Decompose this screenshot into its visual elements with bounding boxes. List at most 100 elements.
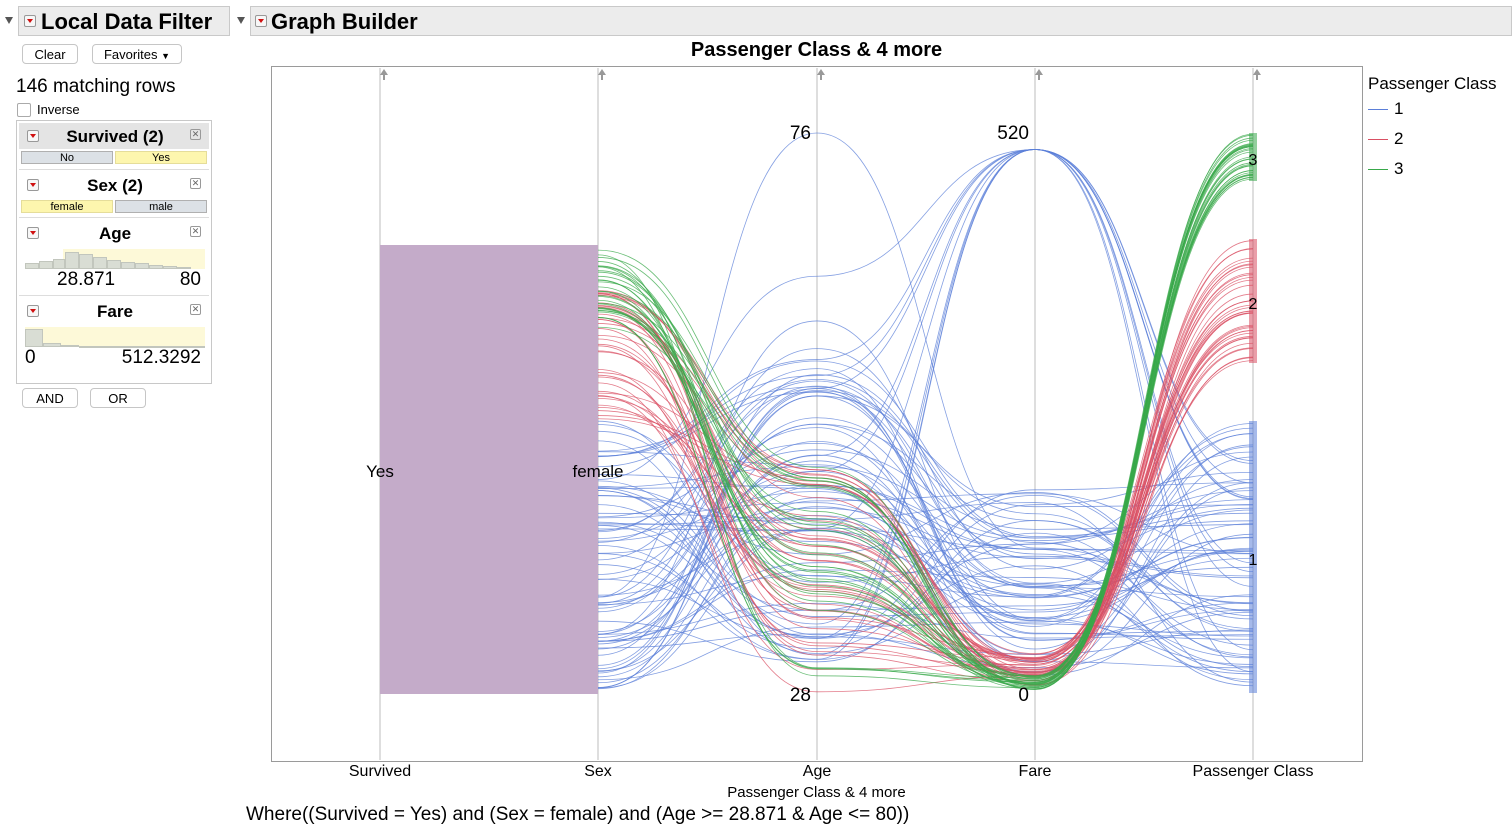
age-hist-bar: [177, 267, 191, 269]
passenger-line-class-1: [597, 497, 1254, 690]
fare-hist-bar: [25, 329, 43, 347]
and-button[interactable]: AND: [22, 388, 78, 408]
fare-max-value: 512.3292: [121, 347, 201, 368]
survived-level-yes[interactable]: Yes: [115, 151, 207, 164]
sex-category-label: female: [572, 462, 623, 481]
passenger-line-class-1: [597, 547, 1254, 681]
passenger-line-class-1: [597, 423, 1254, 629]
age-hist-bar: [121, 262, 135, 269]
passenger-line-class-2: [597, 292, 1254, 655]
passenger-line-class-1: [597, 420, 1254, 687]
passenger-line-class-2: [597, 319, 1254, 668]
passenger-line-class-1: [597, 395, 1254, 688]
filter-menu-icon[interactable]: [24, 15, 36, 27]
passenger-line-class-1: [597, 149, 1254, 674]
sex-level-male[interactable]: male: [115, 200, 207, 213]
age-hist-bar: [163, 266, 177, 269]
survived-title: Survived (2): [66, 127, 164, 146]
passenger-line-class-3: [597, 162, 1254, 676]
legend-item-class-2[interactable]: 2: [1368, 124, 1508, 154]
passenger-line-class-1: [597, 506, 1254, 684]
passenger-line-class-3: [597, 174, 1254, 687]
passenger-line-class-2: [597, 310, 1254, 663]
axis-arrow-icon[interactable]: [380, 69, 388, 80]
passenger-line-class-3: [597, 165, 1254, 690]
chart-title: Passenger Class & 4 more: [690, 39, 943, 61]
age-close-icon[interactable]: ✕: [190, 226, 201, 237]
passenger-line-class-3: [597, 172, 1254, 684]
passenger-line-class-2: [597, 357, 1254, 677]
filter-disclosure-icon[interactable]: [5, 17, 13, 24]
passenger-line-class-1: [597, 474, 1254, 676]
passenger-line-class-2: [597, 284, 1254, 683]
age-histogram[interactable]: [25, 249, 205, 269]
fare-tick-label-min: 0: [1018, 685, 1029, 706]
passenger-line-class-2: [597, 304, 1254, 661]
passenger-line-class-3: [597, 145, 1254, 688]
fare-histogram[interactable]: [25, 327, 205, 348]
survived-level-no[interactable]: No: [21, 151, 113, 164]
class-3-category-label: 3: [1249, 152, 1258, 169]
passenger-line-class-1: [597, 482, 1254, 638]
legend-item-class-3[interactable]: 3: [1368, 154, 1508, 184]
legend: Passenger Class 1 2 3: [1368, 74, 1508, 184]
clear-button[interactable]: Clear: [22, 44, 78, 64]
passenger-line-class-1: [597, 390, 1254, 666]
age-hist-bar: [53, 259, 65, 269]
inverse-checkbox[interactable]: [17, 103, 31, 117]
passenger-line-class-1: [597, 430, 1254, 583]
age-hist-bar: [93, 257, 107, 269]
or-button[interactable]: OR: [90, 388, 146, 408]
passenger-line-class-3: [597, 177, 1254, 682]
axis-arrow-icon[interactable]: [1253, 69, 1261, 80]
axis-arrow-icon[interactable]: [1035, 69, 1043, 80]
passenger-line-class-1: [597, 569, 1254, 642]
passenger-line-class-1: [597, 149, 1254, 639]
passenger-line-class-1: [597, 385, 1254, 641]
legend-item-class-1[interactable]: 1: [1368, 94, 1508, 124]
passenger-line-class-1: [597, 132, 1254, 605]
passenger-line-class-3: [597, 178, 1254, 688]
x-axis-label-fare[interactable]: Fare: [1018, 763, 1052, 780]
axis-arrow-icon[interactable]: [598, 69, 606, 80]
fare-menu-icon[interactable]: [27, 305, 39, 317]
passenger-line-class-1: [597, 149, 1254, 587]
sex-menu-icon[interactable]: [27, 179, 39, 191]
sex-level-female[interactable]: female: [21, 200, 113, 213]
passenger-line-class-1: [597, 602, 1254, 639]
age-min-value: 28.871: [57, 269, 116, 290]
passenger-line-class-3: [597, 149, 1254, 686]
age-hist-bar: [79, 254, 93, 269]
favorites-button[interactable]: Favorites ▼: [92, 44, 182, 64]
axis-arrow-icon[interactable]: [817, 69, 825, 80]
divider: [19, 295, 209, 296]
age-menu-icon[interactable]: [27, 227, 39, 239]
passenger-line-class-1: [597, 495, 1254, 599]
x-axis-label-passenger-class[interactable]: Passenger Class: [1192, 763, 1314, 780]
passenger-line-class-2: [597, 356, 1254, 686]
passenger-line-class-1: [597, 320, 1254, 635]
class-1-category-box: [1249, 421, 1257, 693]
graph-menu-icon[interactable]: [255, 15, 267, 27]
passenger-line-class-1: [597, 433, 1254, 598]
legend-swatch: [1368, 138, 1388, 140]
passenger-line-class-2: [597, 326, 1254, 675]
sex-close-icon[interactable]: ✕: [190, 178, 201, 189]
fare-close-icon[interactable]: ✕: [190, 304, 201, 315]
x-axis-label-age[interactable]: Age: [802, 763, 832, 780]
x-axis-label-sex[interactable]: Sex: [584, 763, 612, 780]
graph-disclosure-icon[interactable]: [237, 17, 245, 24]
survived-close-icon[interactable]: ✕: [190, 129, 201, 140]
passenger-line-class-3: [597, 170, 1254, 680]
passenger-line-class-3: [597, 151, 1254, 683]
passenger-line-class-1: [597, 528, 1254, 673]
passenger-line-class-3: [597, 170, 1254, 689]
filter-panel-header: Local Data Filter: [18, 6, 230, 36]
matching-rows-count: 146 matching rows: [16, 76, 176, 97]
passenger-line-class-2: [597, 272, 1254, 673]
survived-sex-band: [380, 245, 598, 694]
survived-menu-icon[interactable]: [27, 130, 39, 142]
age-hist-bar: [65, 252, 79, 269]
x-axis-label-survived[interactable]: Survived: [348, 763, 412, 780]
